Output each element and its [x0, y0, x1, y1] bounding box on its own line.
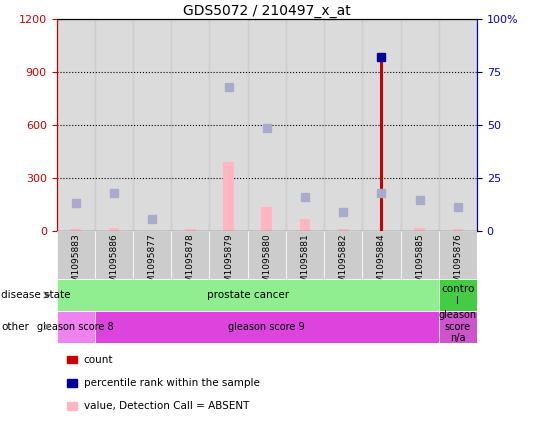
Bar — [286, 231, 324, 279]
Text: count: count — [84, 354, 113, 365]
Text: GSM1095879: GSM1095879 — [224, 233, 233, 294]
Bar — [71, 229, 81, 231]
Bar — [57, 311, 95, 343]
Bar — [248, 19, 286, 231]
Bar — [185, 229, 196, 231]
Bar — [57, 231, 95, 279]
Text: prostate cancer: prostate cancer — [206, 290, 289, 300]
Bar — [95, 19, 133, 231]
Bar — [338, 229, 349, 231]
Text: other: other — [1, 322, 29, 332]
Bar — [439, 311, 477, 343]
Text: gleason
score
n/a: gleason score n/a — [439, 310, 477, 343]
Bar — [362, 231, 400, 279]
Text: contro
l: contro l — [441, 284, 475, 306]
Bar — [414, 228, 425, 231]
Bar — [362, 19, 400, 231]
Bar — [261, 207, 272, 231]
Text: GSM1095885: GSM1095885 — [415, 233, 424, 294]
Bar — [324, 19, 362, 231]
Bar — [210, 231, 248, 279]
Bar — [439, 279, 477, 311]
Bar — [453, 229, 463, 231]
Text: GSM1095886: GSM1095886 — [109, 233, 119, 294]
Text: GSM1095883: GSM1095883 — [71, 233, 80, 294]
Bar — [95, 311, 439, 343]
Bar — [223, 162, 234, 231]
Bar — [400, 231, 439, 279]
Bar — [108, 228, 119, 231]
Text: disease state: disease state — [1, 290, 71, 300]
Title: GDS5072 / 210497_x_at: GDS5072 / 210497_x_at — [183, 4, 351, 18]
Bar — [379, 54, 383, 231]
Bar — [171, 19, 210, 231]
Bar — [67, 379, 77, 387]
Text: gleason score 9: gleason score 9 — [229, 322, 305, 332]
Bar — [286, 19, 324, 231]
Text: GSM1095880: GSM1095880 — [262, 233, 271, 294]
Bar — [133, 19, 171, 231]
Bar — [400, 19, 439, 231]
Bar — [210, 19, 248, 231]
Bar — [171, 231, 210, 279]
Bar — [57, 19, 95, 231]
Text: gleason score 8: gleason score 8 — [37, 322, 114, 332]
Text: GSM1095882: GSM1095882 — [338, 233, 348, 294]
Bar — [439, 231, 477, 279]
Text: percentile rank within the sample: percentile rank within the sample — [84, 378, 259, 388]
Text: GSM1095884: GSM1095884 — [377, 233, 386, 294]
Text: GSM1095876: GSM1095876 — [453, 233, 462, 294]
Text: value, Detection Call = ABSENT: value, Detection Call = ABSENT — [84, 401, 249, 411]
Bar — [133, 231, 171, 279]
Bar — [300, 219, 310, 231]
Text: GSM1095881: GSM1095881 — [301, 233, 309, 294]
Text: GSM1095877: GSM1095877 — [148, 233, 157, 294]
Bar — [67, 402, 77, 410]
Bar — [324, 231, 362, 279]
Bar — [67, 356, 77, 363]
Text: GSM1095878: GSM1095878 — [186, 233, 195, 294]
Bar — [95, 231, 133, 279]
Bar — [248, 231, 286, 279]
Bar — [439, 19, 477, 231]
